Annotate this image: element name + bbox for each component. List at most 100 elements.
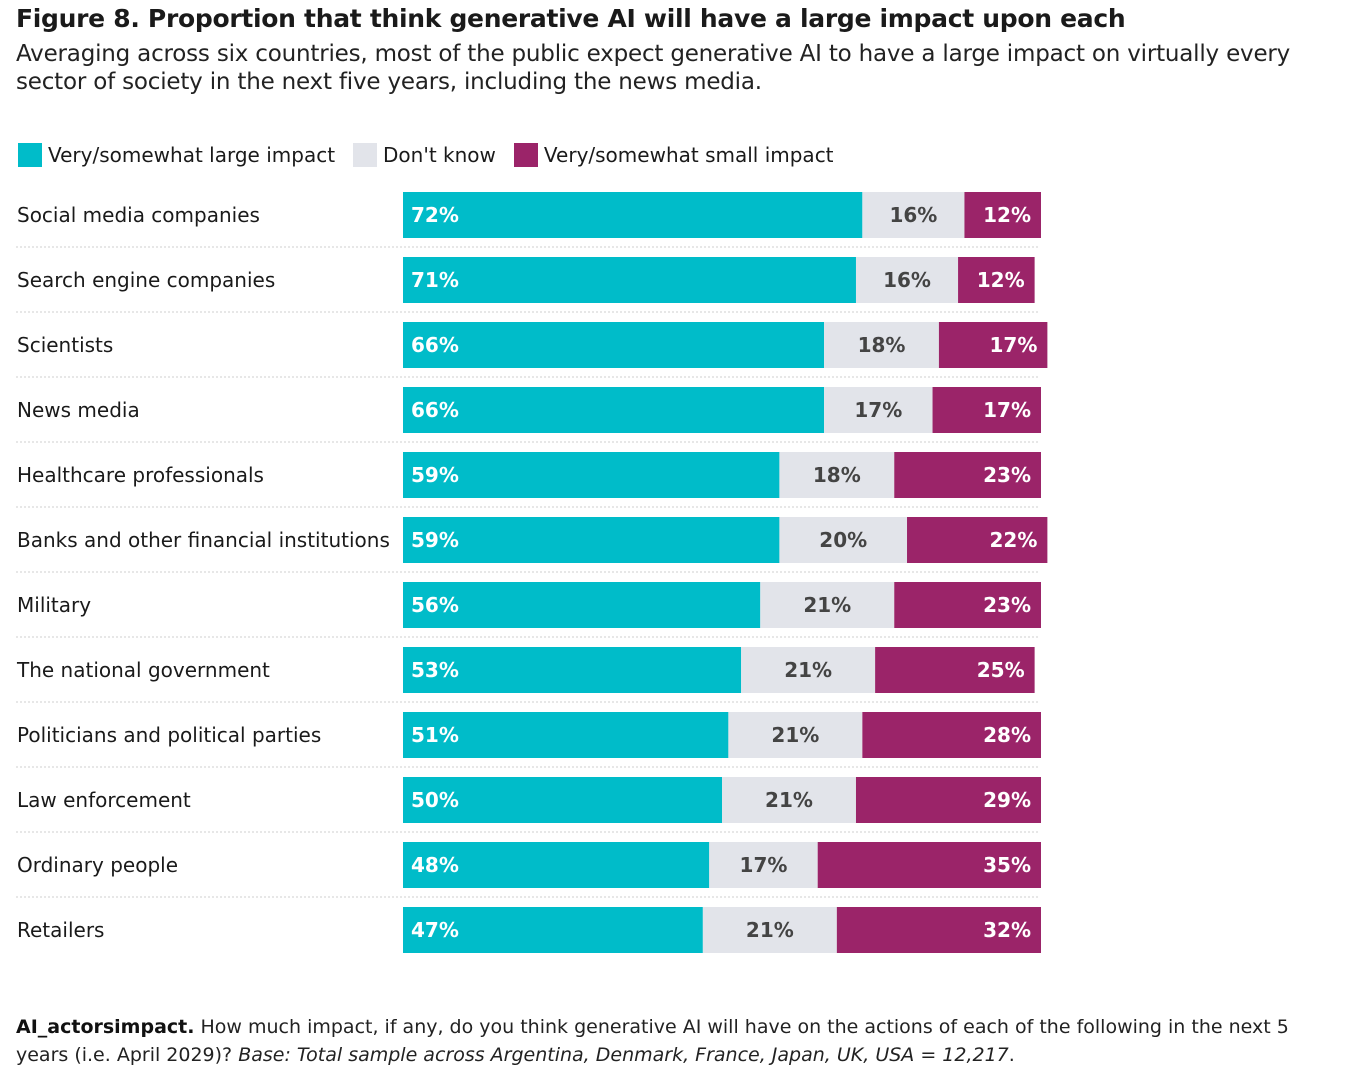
footnote: AI_actorsimpact. How much impact, if any… (16, 1013, 1346, 1069)
data-label-healthcare-professionals-2: 23% (983, 463, 1031, 487)
data-label-retailers-0: 47% (411, 918, 459, 942)
category-label-law-enforcement: Law enforcement (17, 788, 191, 812)
bar-segment-politicians-and-political-parties-1 (728, 712, 863, 758)
data-label-military-0: 56% (411, 593, 459, 617)
data-label-banks-and-other-financial-institutions-0: 59% (411, 528, 459, 552)
data-label-social-media-companies-1: 16% (889, 203, 937, 227)
bar-segment-search-engine-companies-2 (958, 257, 1035, 303)
bar-segment-search-engine-companies-0 (403, 257, 856, 303)
data-label-banks-and-other-financial-institutions-2: 22% (990, 528, 1038, 552)
data-label-the-national-government-0: 53% (411, 658, 459, 682)
data-label-politicians-and-political-parties-2: 28% (983, 723, 1031, 747)
bar-segment-scientists-1 (824, 322, 939, 368)
footnote-end: . (1008, 1044, 1015, 1066)
data-label-the-national-government-1: 21% (784, 658, 832, 682)
legend-swatch-dont-know (353, 143, 378, 167)
bar-segment-retailers-0 (403, 907, 703, 953)
bar-segment-the-national-government-0 (403, 647, 742, 693)
data-label-news-media-0: 66% (411, 398, 459, 422)
data-label-social-media-companies-2: 12% (983, 203, 1031, 227)
legend-label-small-impact: Very/somewhat small impact (543, 143, 834, 167)
bar-segment-military-1 (760, 582, 895, 628)
data-label-news-media-1: 17% (854, 398, 902, 422)
legend-label-dont-know: Don't know (383, 143, 496, 167)
legend-item-large-impact: Very/somewhat large impact (18, 143, 335, 167)
data-label-scientists-0: 66% (411, 333, 459, 357)
data-label-search-engine-companies-2: 12% (977, 268, 1025, 292)
data-label-politicians-and-political-parties-1: 21% (771, 723, 819, 747)
bar-segment-retailers-2 (836, 907, 1041, 953)
bar-segment-military-0 (403, 582, 761, 628)
legend-item-small-impact: Very/somewhat small impact (513, 143, 834, 167)
chart-subtitle: Averaging across six countries, most of … (16, 41, 1291, 95)
data-label-politicians-and-political-parties-0: 51% (411, 723, 459, 747)
data-label-news-media-2: 17% (983, 398, 1031, 422)
data-label-the-national-government-2: 25% (977, 658, 1025, 682)
bar-segment-banks-and-other-financial-institutions-0 (403, 517, 780, 563)
legend-item-dont-know: Don't know (353, 143, 496, 167)
legend-swatch-small-impact (513, 143, 538, 167)
category-label-scientists: Scientists (17, 333, 113, 357)
data-label-ordinary-people-2: 35% (983, 853, 1031, 877)
bar-segment-social-media-companies-1 (862, 192, 965, 238)
bar-segment-ordinary-people-0 (403, 842, 710, 888)
bar-segment-ordinary-people-2 (817, 842, 1041, 888)
category-label-social-media-companies: Social media companies (17, 203, 260, 227)
bar-segment-ordinary-people-1 (709, 842, 818, 888)
data-label-scientists-2: 17% (990, 333, 1038, 357)
bar-segment-scientists-2 (938, 322, 1048, 368)
bar-segment-banks-and-other-financial-institutions-1 (779, 517, 908, 563)
legend-swatch-large-impact (18, 143, 42, 167)
data-label-ordinary-people-1: 17% (740, 853, 788, 877)
category-label-banks-and-other-financial-institutions: Banks and other financial institutions (17, 528, 390, 552)
category-label-politicians-and-political-parties: Politicians and political parties (17, 723, 321, 747)
chart-legend: Very/somewhat large impact Don't know Ve… (18, 143, 852, 167)
data-label-search-engine-companies-1: 16% (883, 268, 931, 292)
data-label-military-2: 23% (983, 593, 1031, 617)
footnote-question-id: AI_actorsimpact. (16, 1016, 195, 1038)
bar-segment-politicians-and-political-parties-2 (862, 712, 1041, 758)
data-label-social-media-companies-0: 72% (411, 203, 459, 227)
bar-segment-military-2 (894, 582, 1041, 628)
data-label-military-1: 21% (803, 593, 851, 617)
bar-segment-law-enforcement-0 (403, 777, 722, 823)
data-label-healthcare-professionals-0: 59% (411, 463, 459, 487)
chart-title: Figure 8. Proportion that think generati… (16, 4, 1126, 33)
data-label-search-engine-companies-0: 71% (411, 268, 459, 292)
bar-segment-news-media-1 (824, 387, 933, 433)
bar-segment-retailers-1 (702, 907, 837, 953)
footnote-question-text: How much impact, if any, do you think ge… (16, 1016, 1289, 1066)
category-label-retailers: Retailers (17, 918, 104, 942)
category-label-news-media: News media (17, 398, 140, 422)
data-label-healthcare-professionals-1: 18% (813, 463, 861, 487)
data-label-scientists-1: 18% (858, 333, 906, 357)
bar-segment-healthcare-professionals-0 (403, 452, 780, 498)
bar-segment-social-media-companies-0 (403, 192, 863, 238)
data-label-law-enforcement-0: 50% (411, 788, 459, 812)
data-label-ordinary-people-0: 48% (411, 853, 459, 877)
category-label-the-national-government: The national government (16, 658, 270, 682)
category-label-search-engine-companies: Search engine companies (17, 268, 275, 292)
bar-segment-banks-and-other-financial-institutions-2 (907, 517, 1048, 563)
bar-segment-news-media-2 (932, 387, 1041, 433)
bar-segment-politicians-and-political-parties-0 (403, 712, 729, 758)
bar-segment-social-media-companies-2 (964, 192, 1041, 238)
footnote-base: Base: Total sample across Argentina, Den… (238, 1044, 1009, 1066)
data-label-law-enforcement-1: 21% (765, 788, 813, 812)
bar-segment-the-national-government-1 (741, 647, 876, 693)
bar-segment-healthcare-professionals-2 (894, 452, 1041, 498)
data-label-law-enforcement-2: 29% (983, 788, 1031, 812)
category-label-military: Military (17, 593, 91, 617)
data-label-retailers-1: 21% (746, 918, 794, 942)
bar-segment-law-enforcement-1 (722, 777, 856, 823)
bar-segment-search-engine-companies-1 (855, 257, 959, 303)
category-label-ordinary-people: Ordinary people (17, 853, 178, 877)
category-label-healthcare-professionals: Healthcare professionals (17, 463, 264, 487)
bar-segment-law-enforcement-2 (855, 777, 1041, 823)
bar-segment-news-media-0 (403, 387, 825, 433)
stacked-bar-chart: Social media companies 72% 16% 12% Search en… (16, 192, 1048, 953)
legend-label-large-impact: Very/somewhat large impact (48, 143, 336, 167)
data-label-retailers-2: 32% (983, 918, 1031, 942)
bar-segment-the-national-government-2 (875, 647, 1035, 693)
data-label-banks-and-other-financial-institutions-1: 20% (819, 528, 867, 552)
